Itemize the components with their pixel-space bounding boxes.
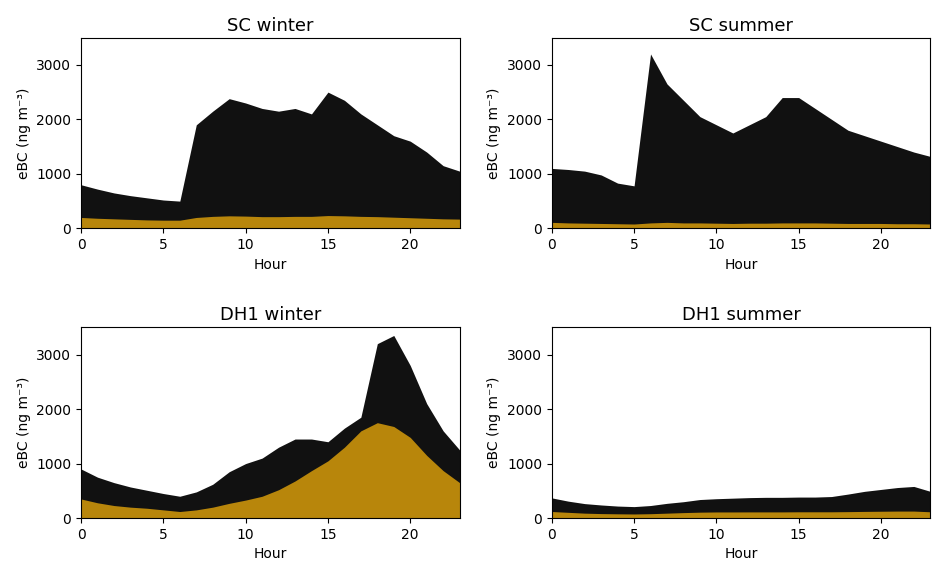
Y-axis label: eBC (ng m⁻³): eBC (ng m⁻³): [17, 87, 30, 179]
Title: SC summer: SC summer: [689, 17, 793, 35]
Title: SC winter: SC winter: [227, 17, 313, 35]
X-axis label: Hour: Hour: [724, 547, 758, 561]
Title: DH1 summer: DH1 summer: [682, 306, 800, 324]
Y-axis label: eBC (ng m⁻³): eBC (ng m⁻³): [17, 377, 30, 468]
X-axis label: Hour: Hour: [724, 258, 758, 272]
Title: DH1 winter: DH1 winter: [220, 306, 321, 324]
Y-axis label: eBC (ng m⁻³): eBC (ng m⁻³): [488, 87, 501, 179]
X-axis label: Hour: Hour: [254, 547, 287, 561]
X-axis label: Hour: Hour: [254, 258, 287, 272]
Y-axis label: eBC (ng m⁻³): eBC (ng m⁻³): [488, 377, 501, 468]
